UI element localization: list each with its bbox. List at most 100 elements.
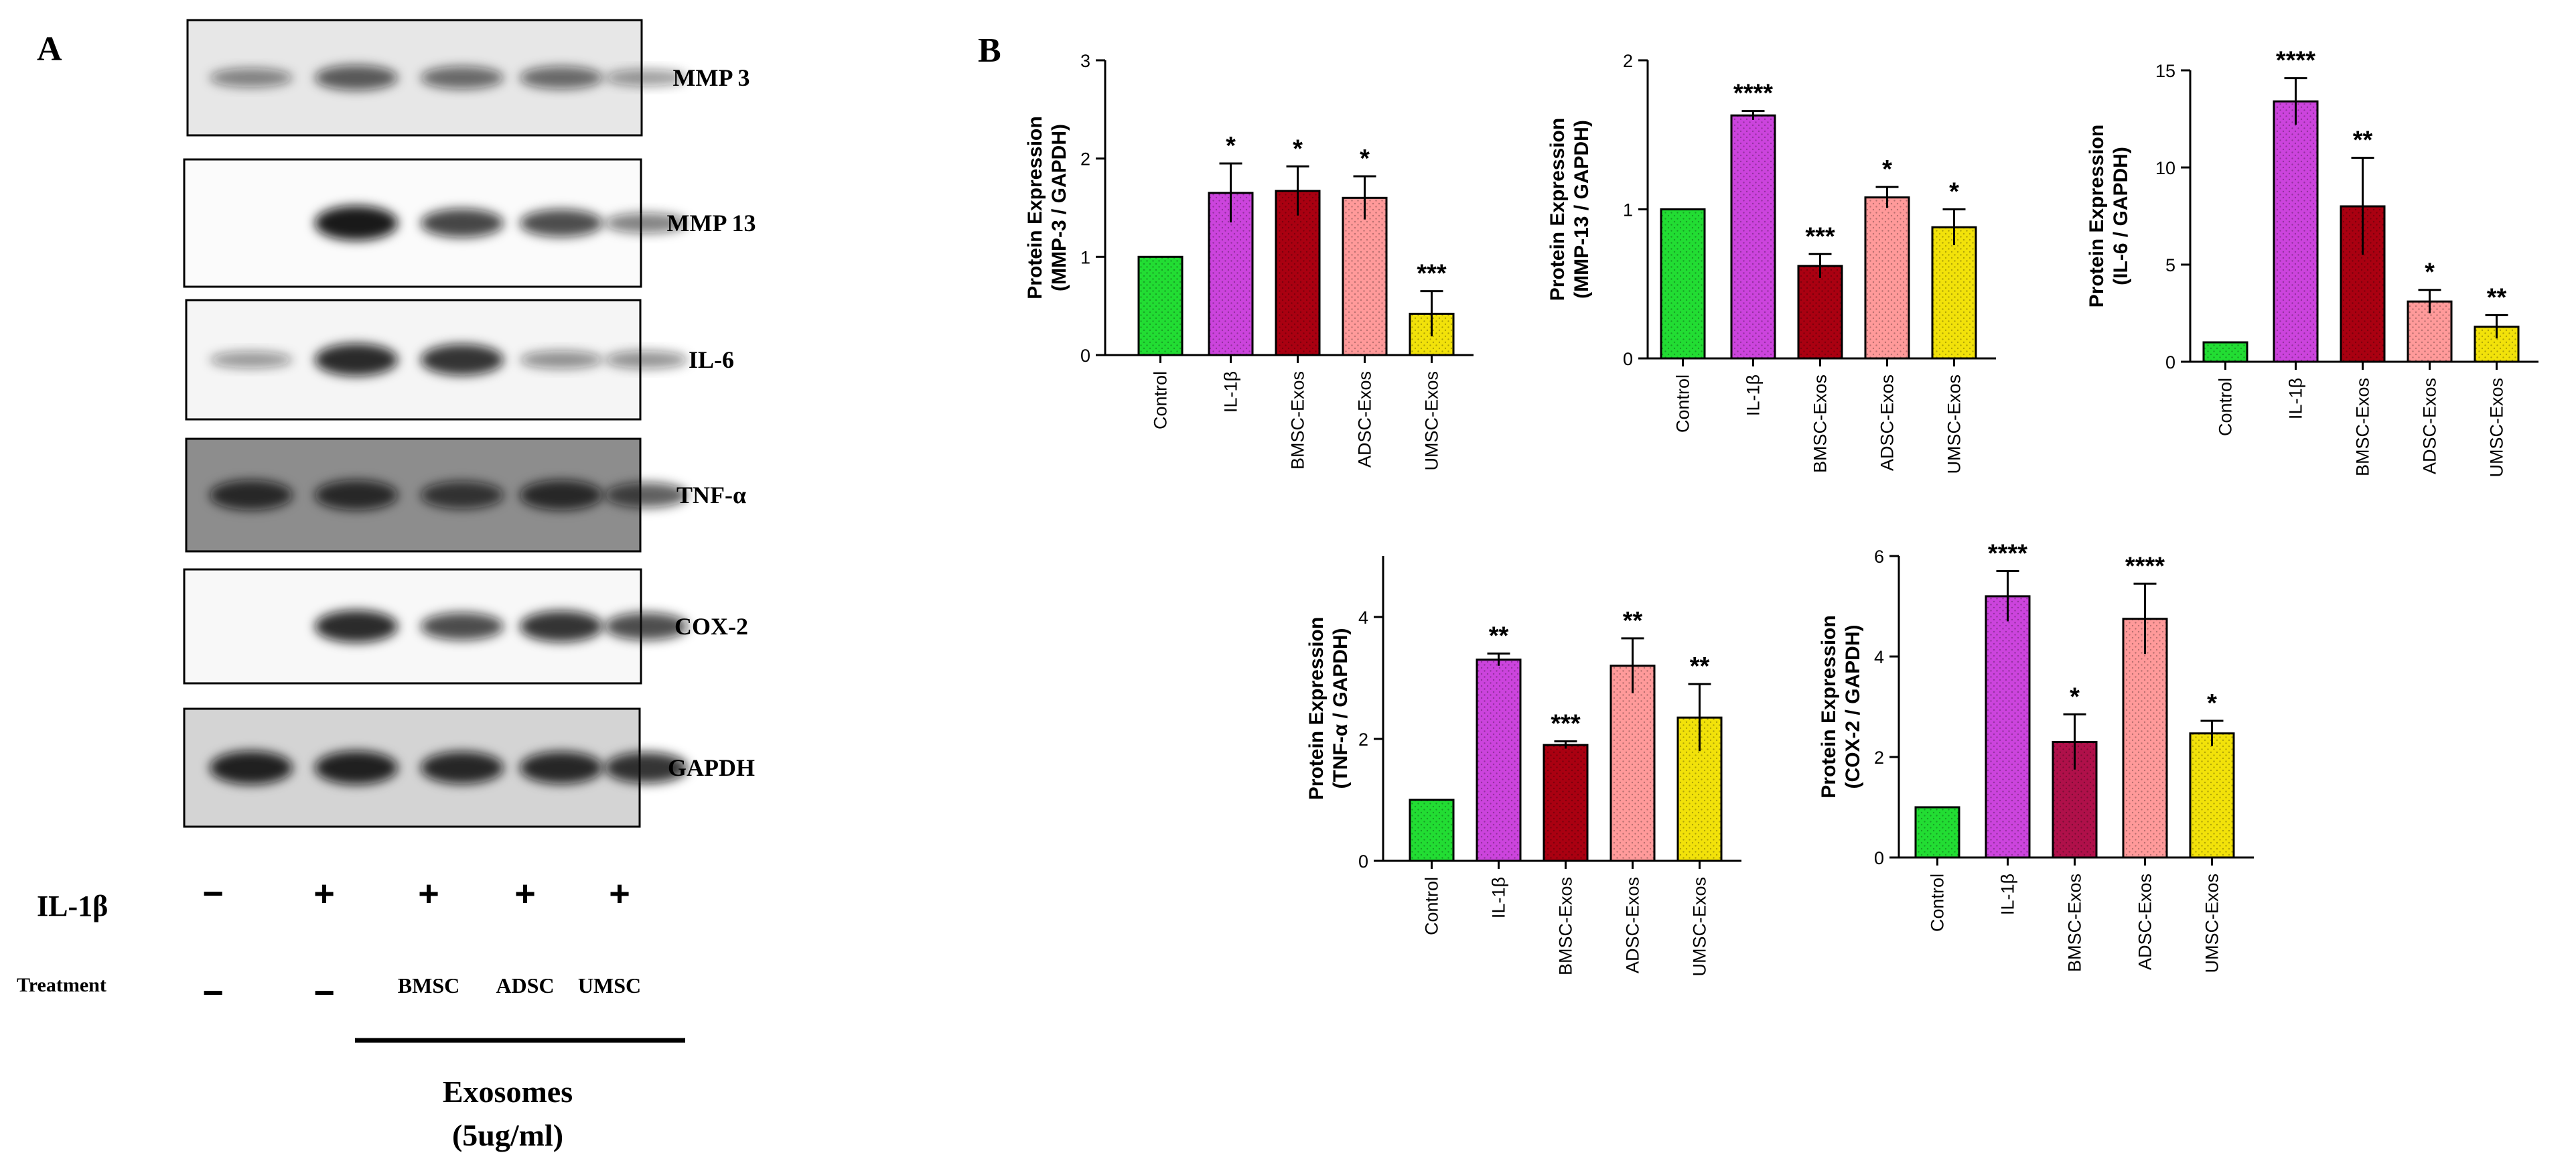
blot-band xyxy=(210,750,293,785)
y-tick-label: 0 xyxy=(1358,851,1368,872)
y-axis-title: Protein Expression xyxy=(1818,615,1840,798)
blot-band xyxy=(315,65,398,90)
y-tick-label: 0 xyxy=(2165,352,2175,372)
bar-chart: 0 2 4 6 Protein Expression (COX-2 / GAPDH) Con… xyxy=(1818,540,2254,973)
y-tick-label: 2 xyxy=(1623,51,1633,71)
blot-band xyxy=(520,751,603,784)
category-label: UMSC-Exos xyxy=(1690,877,1710,977)
exosomes-label: Exosomes xyxy=(443,1075,573,1109)
treatment-value: − xyxy=(202,973,224,1013)
y-tick-label: 2 xyxy=(1358,730,1368,750)
blot-row: GAPDH xyxy=(183,707,755,828)
significance-marker: ** xyxy=(2487,283,2507,312)
y-tick-label: 4 xyxy=(1874,647,1884,667)
category-label: ADSC-Exos xyxy=(2420,378,2440,474)
bar-chart: 0 5 10 15 Protein Expression (IL-6 / GAPDH) Co… xyxy=(2086,47,2538,478)
blot-row-label: MMP 3 xyxy=(673,64,750,91)
blot-band xyxy=(520,66,603,89)
bar-texture xyxy=(1139,257,1182,355)
category-label: UMSC-Exos xyxy=(1422,371,1442,471)
y-tick-label: 10 xyxy=(2155,158,2175,178)
category-label: IL-1β xyxy=(2286,378,2306,419)
blot-band xyxy=(520,350,603,369)
category-label: BMSC-Exos xyxy=(1288,371,1308,470)
blot-band xyxy=(421,208,504,238)
category-label: UMSC-Exos xyxy=(2202,874,2222,973)
y-tick-label: 2 xyxy=(1080,149,1090,169)
y-axis-title: Protein Expression xyxy=(1305,617,1328,800)
blot-row-label: GAPDH xyxy=(668,754,755,781)
il1b-sign: + xyxy=(313,874,335,914)
category-label: UMSC-Exos xyxy=(2487,378,2507,478)
category-label: ADSC-Exos xyxy=(1623,877,1643,973)
bar-texture xyxy=(1986,596,2029,857)
significance-marker: *** xyxy=(1417,260,1447,288)
bar-texture xyxy=(1276,191,1319,355)
significance-marker: * xyxy=(2207,689,2217,717)
category-label: BMSC-Exos xyxy=(1556,877,1576,975)
significance-marker: * xyxy=(1949,178,1959,206)
significance-marker: **** xyxy=(1988,540,2027,568)
blot-band xyxy=(421,481,504,509)
category-label: ADSC-Exos xyxy=(2135,874,2155,970)
il1b-sign: + xyxy=(418,874,439,914)
y-axis-title: (MMP-3 / GAPDH) xyxy=(1048,124,1070,291)
bar-texture xyxy=(1544,745,1587,861)
il1b-sign: + xyxy=(609,874,630,914)
category-label: ADSC-Exos xyxy=(1355,371,1375,468)
category-label: UMSC-Exos xyxy=(1944,374,1964,474)
bar-chart: 0 1 2 3 Protein Expression (MMP-3 / GAPDH) Con… xyxy=(1024,51,1474,471)
bar-texture xyxy=(1611,665,1654,861)
category-label: IL-1β xyxy=(1998,874,2018,915)
y-axis-title: (MMP-13 / GAPDH) xyxy=(1571,120,1593,299)
y-tick-label: 2 xyxy=(1874,748,1884,768)
blot-band xyxy=(315,206,398,240)
blot-band xyxy=(421,66,504,89)
y-tick-label: 0 xyxy=(1623,349,1633,369)
blot-band xyxy=(605,752,688,784)
blot-row-label: MMP 13 xyxy=(667,210,756,236)
bar-texture xyxy=(2204,342,2247,362)
blot-band xyxy=(421,344,504,376)
category-label: Control xyxy=(2216,378,2236,436)
significance-marker: ** xyxy=(2353,127,2373,155)
category-label: Control xyxy=(1422,877,1442,935)
blot-band xyxy=(605,350,688,369)
blot-band xyxy=(315,750,398,785)
blot-band xyxy=(210,351,293,368)
blot-band xyxy=(421,612,504,640)
treatment-value: BMSC xyxy=(398,973,459,998)
blot-band xyxy=(520,480,603,510)
western-blot: MMP 3 MMP 13 IL-6 TNF-α COX-2 GAPDH xyxy=(183,19,756,828)
bar-texture xyxy=(1661,209,1705,358)
blot-band xyxy=(210,68,293,88)
il1b-sign: − xyxy=(202,874,224,914)
significance-marker: * xyxy=(2070,683,2080,711)
significance-marker: * xyxy=(1360,145,1370,173)
category-label: Control xyxy=(1673,374,1693,433)
blot-row: MMP 3 xyxy=(186,19,750,137)
blot-row: IL-6 xyxy=(185,299,734,421)
significance-marker: ** xyxy=(1489,622,1509,650)
blot-band xyxy=(315,610,398,643)
significance-marker: ** xyxy=(1623,607,1643,635)
blot-band xyxy=(605,482,688,508)
blot-band xyxy=(315,480,398,510)
bar-texture xyxy=(1932,227,1976,358)
y-tick-label: 1 xyxy=(1623,200,1633,220)
blot-row-label: TNF-α xyxy=(676,482,746,508)
blot-row-label: COX-2 xyxy=(674,613,748,640)
category-label: ADSC-Exos xyxy=(1877,374,1898,471)
blot-conditions: IL-1β Treatment Exosomes (5ug/ml) − + + + + −… xyxy=(17,874,685,1152)
category-label: Control xyxy=(1151,371,1171,429)
blot-row: MMP 13 xyxy=(183,158,756,288)
blot-band xyxy=(315,343,398,376)
significance-marker: *** xyxy=(1805,222,1835,251)
il1b-sign: + xyxy=(514,874,536,914)
y-axis-title: (TNF-α / GAPDH) xyxy=(1330,628,1352,788)
bar-texture xyxy=(1410,800,1453,861)
category-label: BMSC-Exos xyxy=(2353,378,2373,476)
bar-texture xyxy=(1865,197,1909,358)
